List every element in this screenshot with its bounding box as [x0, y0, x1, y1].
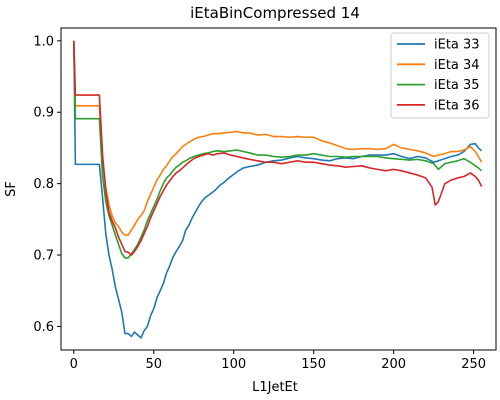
legend-label-4: iEta 36	[434, 98, 480, 113]
y-axis-label: SF	[4, 181, 19, 197]
x-axis: 0 50 100 150 200 250	[70, 350, 486, 372]
legend: iEta 33 iEta 34 iEta 35 iEta 36	[390, 32, 490, 119]
chart-title: iEtaBinCompressed 14	[190, 4, 360, 22]
series-line-1	[72, 40, 483, 339]
legend-label-1: iEta 33	[434, 38, 480, 53]
legend-box	[390, 32, 490, 119]
series-line-3	[72, 40, 483, 259]
x-axis-label: L1JetEt	[252, 380, 298, 395]
y-tick-label: 1.0	[33, 34, 54, 49]
y-tick-label: 0.6	[33, 320, 54, 335]
x-tick-label: 250	[461, 357, 486, 372]
y-axis: 0.6 0.7 0.8 0.9 1.0	[33, 34, 61, 335]
y-tick-label: 0.8	[33, 177, 54, 192]
series-layer	[72, 40, 483, 339]
plot-frame	[60, 27, 497, 351]
x-tick-label: 150	[301, 357, 326, 372]
legend-label-2: iEta 34	[434, 58, 480, 73]
series-line-4	[72, 40, 483, 256]
y-tick-label: 0.7	[33, 249, 54, 264]
x-tick-label: 100	[221, 357, 246, 372]
legend-label-3: iEta 35	[434, 78, 480, 93]
series-line-2	[72, 40, 483, 236]
x-tick-label: 200	[381, 357, 406, 372]
x-tick-label: 0	[70, 357, 78, 372]
y-tick-label: 0.9	[33, 106, 54, 121]
x-tick-label: 50	[145, 357, 162, 372]
